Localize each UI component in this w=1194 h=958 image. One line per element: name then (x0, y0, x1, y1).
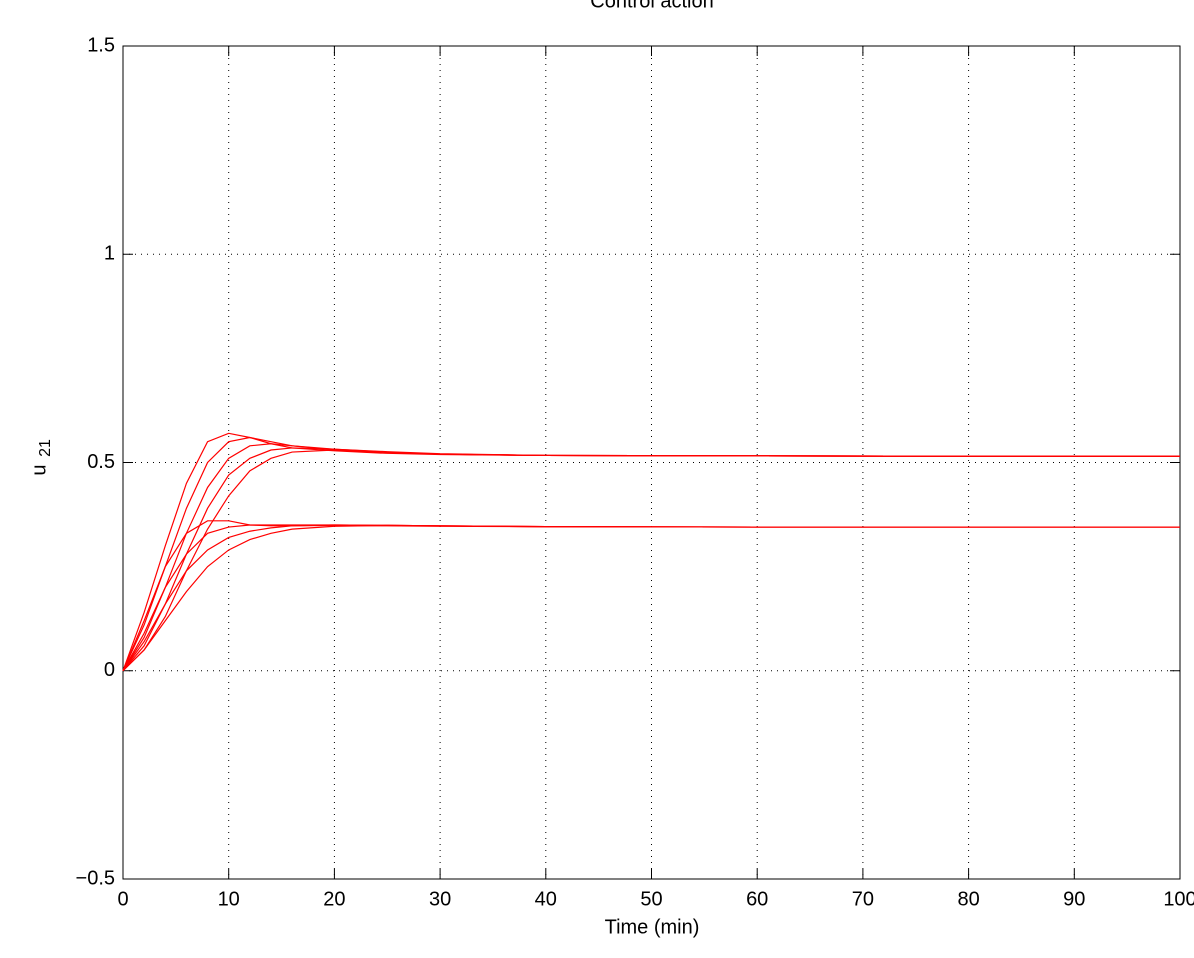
x-axis-label: Time (min) (605, 916, 700, 938)
chart-title: Control action (590, 0, 713, 12)
line (122, 524, 1180, 672)
x-tick-label: 20 (323, 888, 345, 910)
line (122, 524, 1180, 672)
line (122, 520, 1180, 671)
x-tick-label: 100 (1163, 888, 1194, 910)
x-tick-label: 0 (117, 888, 128, 910)
y-tick-label: −0.5 (76, 867, 115, 889)
y-tick-label: 1.5 (87, 34, 115, 56)
x-tick-label: 10 (218, 888, 240, 910)
y-axis-label-subscript: 21 (37, 439, 54, 457)
line (122, 524, 1180, 672)
line (122, 443, 1180, 672)
y-tick-label: 0 (104, 659, 115, 681)
x-tick-label: 50 (640, 888, 662, 910)
line (122, 447, 1180, 672)
plot-frame (122, 45, 1181, 880)
line (122, 449, 1180, 672)
x-tick-label: 90 (1063, 888, 1085, 910)
y-axis-label: u (28, 464, 50, 475)
y-tick-label: 1 (104, 243, 115, 265)
x-tick-label: 60 (746, 888, 768, 910)
x-tick-label: 30 (429, 888, 451, 910)
line (122, 432, 1180, 671)
x-tick-label: 40 (535, 888, 557, 910)
y-tick-label: 0.5 (87, 451, 115, 473)
y-axis-label-group: u 21 (28, 439, 54, 476)
x-tick-label: 80 (957, 888, 979, 910)
x-tick-label: 70 (852, 888, 874, 910)
